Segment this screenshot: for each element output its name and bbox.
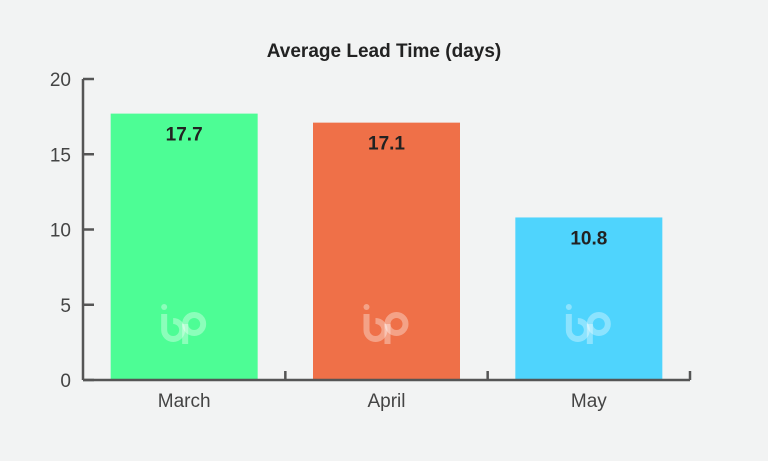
bp-logo-icon <box>161 304 207 344</box>
bp-logo-icon <box>363 304 409 344</box>
value-labels-group: 17.7 17.1 10.8 <box>166 125 608 250</box>
bp-logo-icon <box>565 304 611 344</box>
value-label-march: 17.7 <box>166 125 203 146</box>
bars-group <box>110 113 663 381</box>
bar-april <box>313 122 460 381</box>
y-tick-label: 0 <box>60 371 71 392</box>
y-tick-label: 20 <box>50 70 71 91</box>
value-label-may: 10.8 <box>570 228 607 249</box>
x-tick-label-may: May <box>571 391 607 412</box>
y-axis: 0 5 10 15 20 <box>50 70 94 392</box>
y-tick-label: 5 <box>60 296 71 317</box>
bar-may <box>515 217 663 380</box>
x-tick-label-april: April <box>367 391 405 412</box>
value-label-april: 17.1 <box>368 134 405 155</box>
watermarks-group <box>161 304 611 344</box>
bar-march <box>110 113 258 381</box>
y-tick-label: 15 <box>50 145 71 166</box>
y-tick-label: 10 <box>50 221 71 242</box>
chart-title: Average Lead Time (days) <box>267 41 501 62</box>
x-tick-label-march: March <box>158 391 211 412</box>
x-axis: March April May <box>83 371 692 412</box>
